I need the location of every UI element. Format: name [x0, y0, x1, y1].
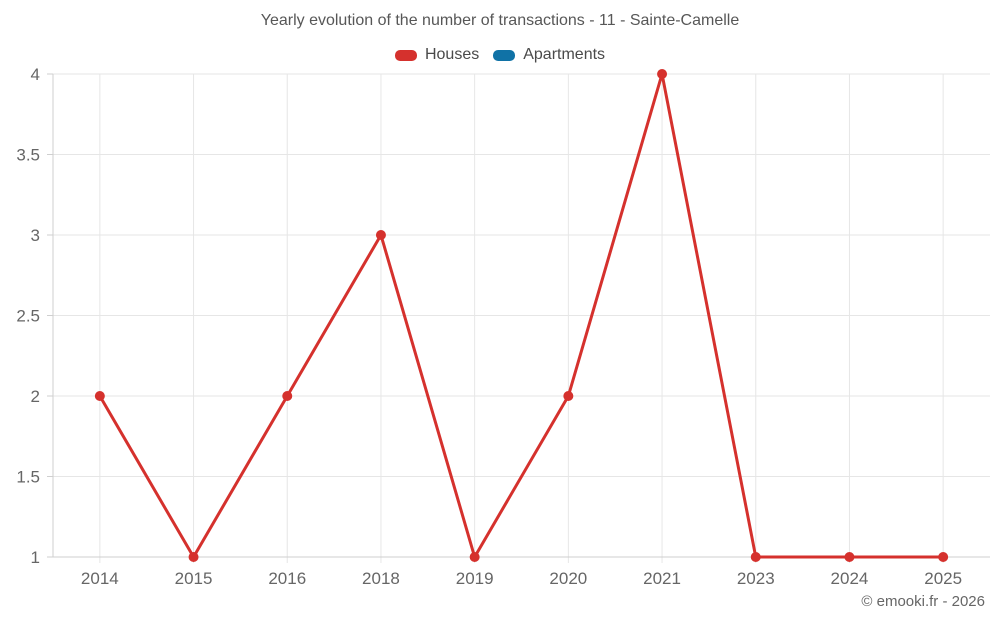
x-axis-label: 2020 [549, 569, 587, 588]
x-axis-label: 2016 [268, 569, 306, 588]
legend-label-apartments: Apartments [523, 46, 606, 63]
x-axis-label: 2023 [737, 569, 775, 588]
legend-item-houses[interactable]: Houses [394, 46, 480, 64]
data-point-houses-2021[interactable] [657, 69, 668, 79]
data-point-houses-2018[interactable] [375, 230, 386, 240]
y-axis-label: 1 [31, 548, 40, 567]
y-axis-label: 2.5 [16, 307, 40, 326]
data-point-houses-2024[interactable] [844, 552, 855, 562]
y-axis-label: 4 [31, 65, 40, 84]
x-axis-label: 2014 [81, 569, 119, 588]
y-axis-label: 3.5 [16, 146, 40, 165]
x-axis-label: 2019 [456, 569, 494, 588]
credit-text: © emooki.fr - 2026 [861, 593, 985, 610]
data-point-houses-2016[interactable] [282, 391, 293, 401]
chart-title: Yearly evolution of the number of transa… [260, 12, 740, 29]
legend-label-houses: Houses [424, 46, 480, 63]
legend-item-apartments[interactable]: Apartments [493, 46, 605, 64]
x-axis-label: 2025 [924, 569, 962, 588]
data-point-houses-2019[interactable] [469, 552, 480, 562]
y-axis-label: 1.5 [16, 468, 40, 487]
legend: Houses Apartments [0, 46, 1000, 64]
data-point-houses-2023[interactable] [750, 552, 761, 562]
x-axis-label: 2015 [175, 569, 213, 588]
x-axis-label: 2024 [831, 569, 869, 588]
x-axis-label: 2018 [362, 569, 400, 588]
data-point-houses-2014[interactable] [94, 391, 105, 401]
houses-series-swatch-icon [394, 49, 417, 61]
apartments-series-swatch-icon [493, 49, 516, 61]
data-point-houses-2025[interactable] [938, 552, 949, 562]
y-axis-label: 3 [31, 226, 40, 245]
x-axis-label: 2021 [643, 569, 681, 588]
y-axis-label: 2 [31, 387, 40, 406]
data-point-houses-2015[interactable] [188, 552, 199, 562]
series-line-houses [98, 72, 945, 559]
data-point-houses-2020[interactable] [563, 391, 574, 401]
